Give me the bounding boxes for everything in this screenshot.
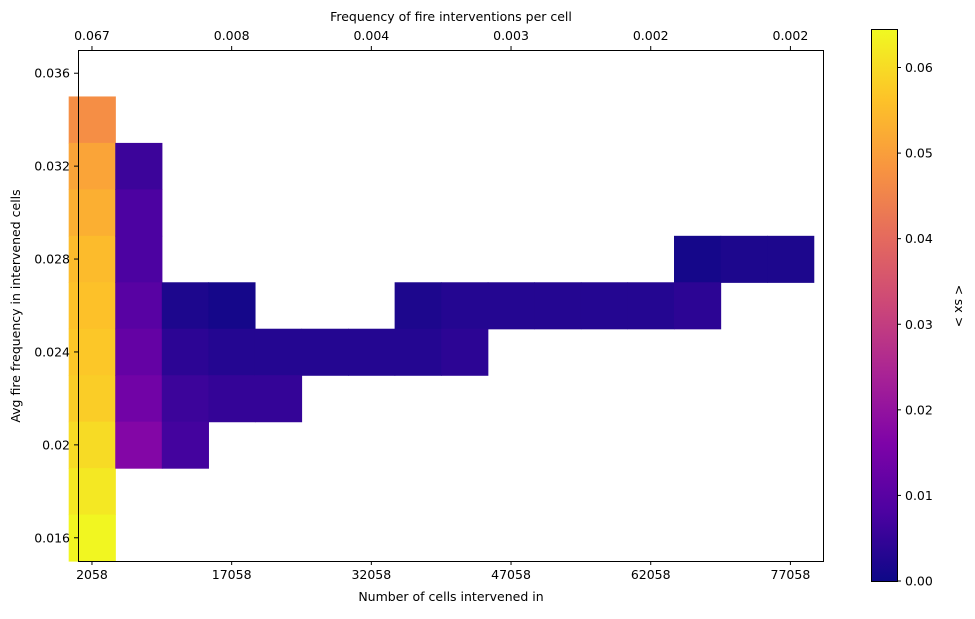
top-tick-label: 0.067 (74, 28, 110, 43)
heatmap-cell (394, 282, 442, 330)
heatmap-cell (720, 235, 768, 283)
colorbar-tick-label: 0.01 (905, 488, 933, 503)
y-tick-label: 0.016 (34, 530, 70, 545)
heatmap-cell (115, 235, 163, 283)
heatmap-cell (348, 328, 396, 376)
heatmap-cells (68, 96, 815, 562)
heatmap-cell (68, 468, 116, 516)
heatmap-cell (161, 282, 209, 330)
top-tick-label: 0.002 (773, 28, 809, 43)
y-tick-label: 0.02 (42, 437, 70, 452)
heatmap-cell (115, 142, 163, 190)
heatmap-cell (301, 328, 349, 376)
heatmap-cell (115, 282, 163, 330)
heatmap-cell (161, 375, 209, 423)
colorbar-tick-label: 0.03 (905, 317, 933, 332)
x-tick-label: 62058 (631, 567, 671, 582)
top-tick-label: 0.008 (214, 28, 250, 43)
heatmap-cell (208, 375, 256, 423)
heatmap-cell (394, 328, 442, 376)
heatmap-cell (208, 282, 256, 330)
x-tick-label: 47058 (491, 567, 531, 582)
colorbar-tick-label: 0.02 (905, 402, 933, 417)
heatmap-cell (627, 282, 675, 330)
heatmap-cell (674, 235, 722, 283)
x-tick-label: 32058 (351, 567, 391, 582)
colorbar-title: < sx > (952, 285, 967, 328)
heatmap-cell (68, 375, 116, 423)
heatmap-cell (68, 189, 116, 237)
top-axis-title: Frequency of fire interventions per cell (330, 9, 572, 24)
colorbar-tick-label: 0.06 (905, 60, 933, 75)
heatmap-cell (254, 328, 303, 376)
heatmap-cell (441, 328, 489, 376)
colorbar-tick-label: 0.00 (905, 574, 933, 589)
y-tick-label: 0.028 (34, 252, 70, 267)
heatmap-cell (161, 328, 209, 376)
top-tick-label: 0.003 (493, 28, 529, 43)
heatmap-cell (115, 421, 163, 469)
heatmap-cell (115, 189, 163, 237)
x-axis-title: Number of cells intervened in (358, 589, 543, 604)
heatmap-cell (115, 375, 163, 423)
colorbar (871, 29, 898, 582)
heatmap-cell (115, 328, 163, 376)
y-tick-label: 0.036 (34, 66, 70, 81)
plot-frame (78, 50, 824, 562)
heatmap-cell (68, 96, 116, 144)
top-x-axis: 0.067 0.008 0.004 0.003 0.002 0.002 (74, 28, 808, 50)
y-axis-title: Avg fire frequency in intervened cells (8, 189, 23, 422)
x-tick-label: 17058 (212, 567, 252, 582)
bottom-x-axis: 2058 17058 32058 47058 62058 77058 (76, 561, 810, 582)
heatmap-cell (534, 282, 582, 330)
x-tick-label: 77058 (771, 567, 811, 582)
heatmap-cell (674, 282, 722, 330)
heatmap-cell (767, 235, 815, 283)
colorbar-tick-label: 0.04 (905, 231, 933, 246)
y-tick-label: 0.024 (34, 344, 70, 359)
x-tick-label: 2058 (76, 567, 108, 582)
heatmap-cell (441, 282, 489, 330)
y-tick-label: 0.032 (34, 159, 70, 174)
colorbar-tick-label: 0.05 (905, 146, 933, 161)
heatmap-cell (68, 282, 116, 330)
heatmap-cell (161, 421, 209, 469)
top-tick-label: 0.004 (353, 28, 389, 43)
top-tick-label: 0.002 (633, 28, 669, 43)
heatmap-cell (254, 375, 303, 423)
heatmap-cell (487, 282, 535, 330)
y-axis: 0.036 0.032 0.028 0.024 0.02 0.016 (34, 66, 78, 545)
heatmap-cell (208, 328, 256, 376)
colorbar-axis: 0.00 0.01 0.02 0.03 0.04 0.05 0.06 (897, 60, 933, 589)
heatmap-cell (580, 282, 629, 330)
